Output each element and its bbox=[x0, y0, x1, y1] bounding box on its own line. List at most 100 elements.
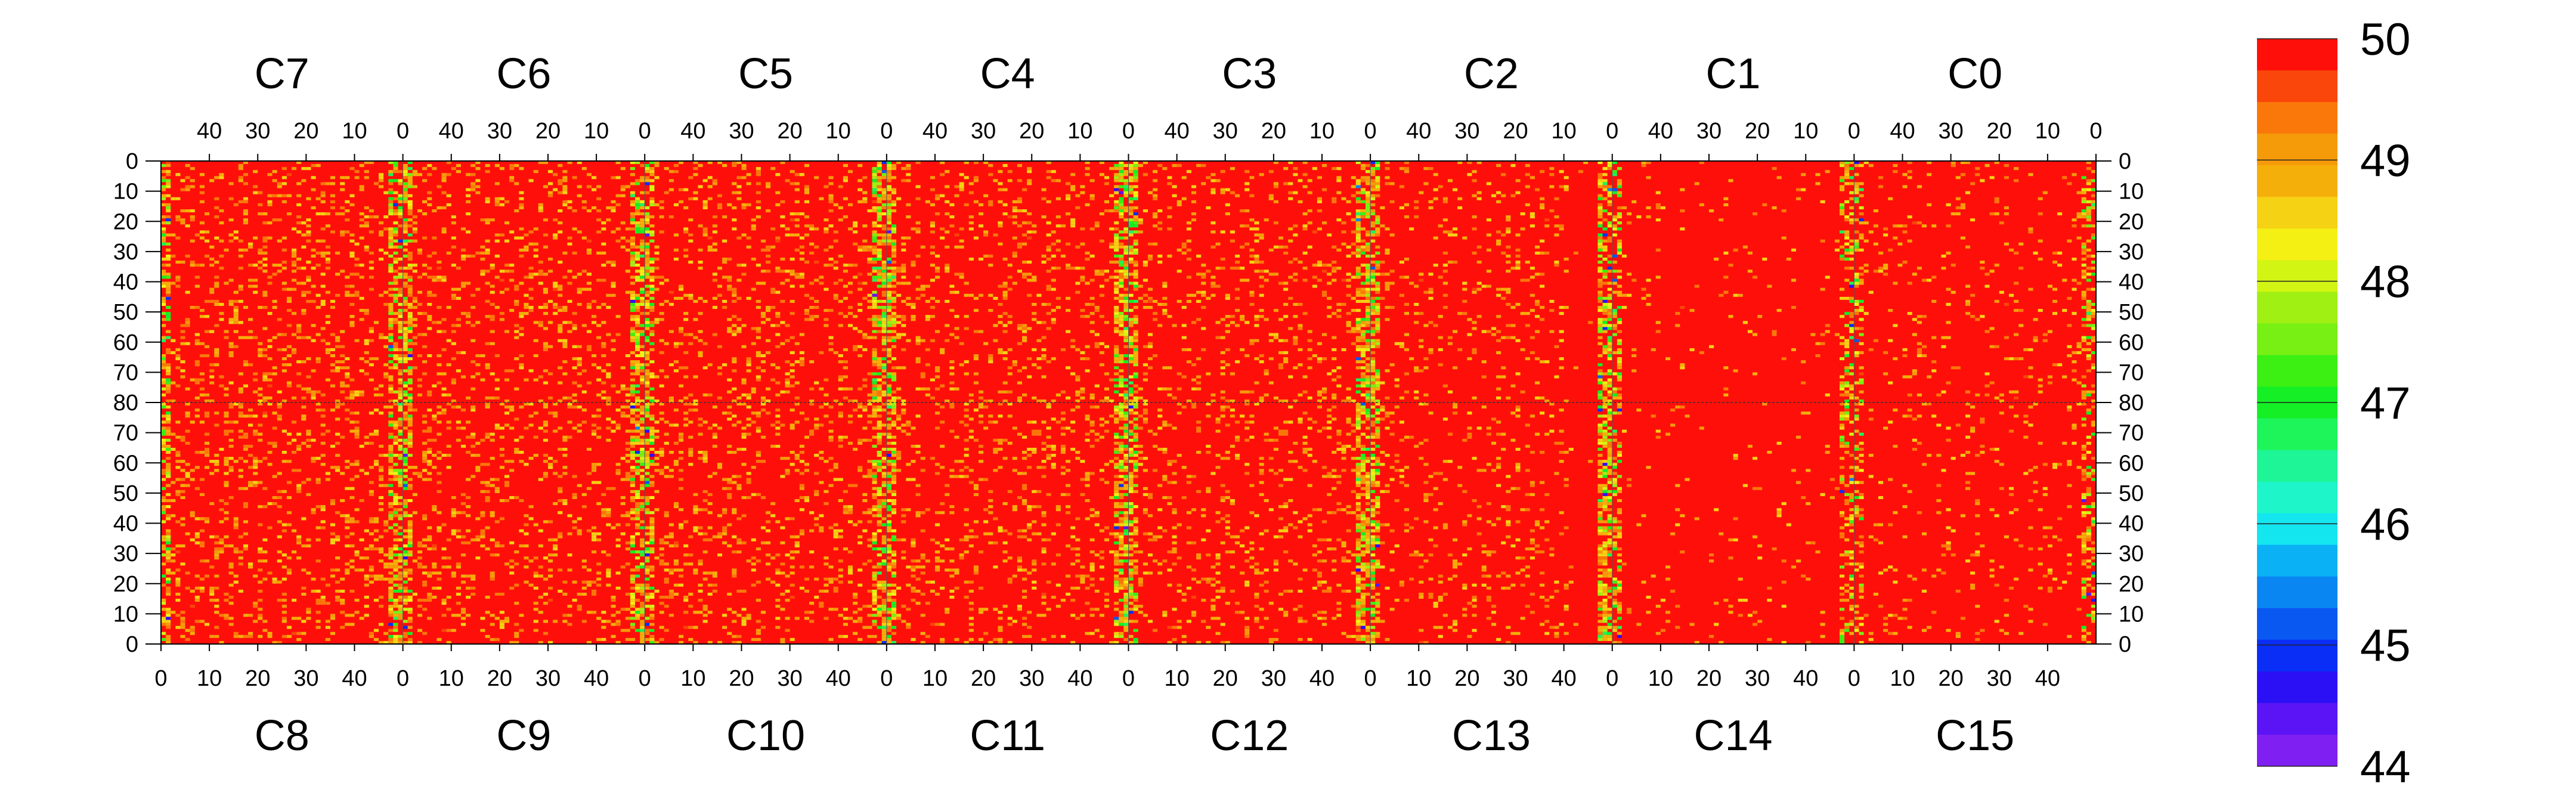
heatmap-cell bbox=[281, 553, 287, 557]
heatmap-cell bbox=[581, 287, 587, 291]
heatmap-cell bbox=[886, 164, 891, 168]
heatmap-cell bbox=[281, 348, 287, 351]
heatmap-cell bbox=[833, 466, 838, 469]
heatmap-cell bbox=[736, 589, 742, 593]
heatmap-cell bbox=[615, 523, 621, 527]
heatmap-cell bbox=[475, 466, 481, 469]
heatmap-cell bbox=[364, 529, 369, 532]
heatmap-cell bbox=[877, 520, 882, 524]
heatmap-cell bbox=[301, 517, 306, 521]
heatmap-cell bbox=[804, 577, 810, 581]
heatmap-cell bbox=[586, 248, 592, 252]
heatmap-cell bbox=[272, 441, 277, 445]
heatmap-cell bbox=[760, 360, 766, 364]
heatmap-cell bbox=[349, 293, 355, 297]
heatmap-cell bbox=[354, 390, 360, 394]
heatmap-cell bbox=[833, 351, 838, 354]
heatmap-cell bbox=[199, 387, 205, 391]
heatmap-cell bbox=[881, 611, 887, 614]
heatmap-cell bbox=[248, 242, 253, 246]
heatmap-cell bbox=[872, 248, 877, 252]
heatmap-cell bbox=[872, 478, 877, 481]
heatmap-cell bbox=[262, 251, 268, 255]
heatmap-cell bbox=[466, 514, 471, 518]
heatmap-cell bbox=[402, 544, 408, 547]
heatmap-cell bbox=[645, 508, 650, 512]
heatmap-cell bbox=[679, 640, 684, 644]
heatmap-cell bbox=[867, 544, 872, 547]
heatmap-cell bbox=[190, 538, 195, 541]
heatmap-cell bbox=[194, 396, 200, 400]
heatmap-cell bbox=[640, 562, 645, 566]
heatmap-cell bbox=[872, 577, 877, 581]
heatmap-cell bbox=[823, 617, 829, 620]
heatmap-cell bbox=[862, 245, 868, 249]
heatmap-cell bbox=[886, 167, 891, 171]
heatmap-cell bbox=[867, 393, 872, 397]
heatmap-cell bbox=[349, 429, 355, 433]
heatmap-cell bbox=[611, 230, 616, 234]
heatmap-cell bbox=[688, 626, 693, 629]
heatmap-cell bbox=[640, 602, 645, 605]
heatmap-cell bbox=[649, 233, 655, 237]
heatmap-cell bbox=[857, 287, 863, 291]
heatmap-cell bbox=[611, 293, 616, 297]
heatmap-cell bbox=[422, 372, 428, 376]
heatmap-cell bbox=[630, 239, 636, 243]
heatmap-cell bbox=[688, 535, 693, 538]
heatmap-cell bbox=[601, 354, 606, 358]
heatmap-cell bbox=[635, 583, 640, 587]
heatmap-cell bbox=[630, 351, 636, 354]
heatmap-cell bbox=[407, 637, 413, 641]
heatmap-cell bbox=[1075, 194, 1080, 197]
heatmap-cell bbox=[417, 302, 423, 306]
heatmap-cell bbox=[712, 242, 717, 246]
heatmap-cell bbox=[775, 626, 781, 629]
heatmap-cell bbox=[630, 481, 636, 484]
heatmap-cell bbox=[872, 475, 877, 478]
heatmap-cell bbox=[668, 596, 674, 599]
heatmap-cell bbox=[470, 360, 476, 364]
heatmap-cell bbox=[161, 496, 166, 499]
heatmap-cell bbox=[354, 475, 360, 478]
heatmap-cell bbox=[398, 179, 403, 182]
heatmap-cell bbox=[209, 363, 215, 367]
heatmap-cell bbox=[789, 299, 795, 303]
heatmap-cell bbox=[615, 544, 621, 547]
heatmap-cell bbox=[166, 608, 171, 611]
heatmap-cell bbox=[412, 306, 417, 309]
heatmap-cell bbox=[335, 469, 340, 472]
heatmap-cell bbox=[698, 248, 703, 252]
heatmap-cell bbox=[388, 293, 394, 297]
heatmap-cell bbox=[253, 278, 258, 282]
heatmap-cell bbox=[161, 405, 166, 409]
heatmap-cell bbox=[402, 267, 408, 270]
heatmap-cell bbox=[194, 333, 200, 336]
heatmap-cell bbox=[296, 637, 302, 641]
heatmap-cell bbox=[402, 620, 408, 623]
heatmap-cell bbox=[558, 327, 563, 330]
heatmap-cell bbox=[190, 478, 195, 481]
heatmap-cell bbox=[732, 568, 737, 572]
heatmap-cell bbox=[581, 580, 587, 584]
heatmap-cell bbox=[809, 602, 815, 605]
heatmap-cell bbox=[804, 463, 810, 466]
heatmap-cell bbox=[1104, 176, 1110, 179]
heatmap-cell bbox=[436, 261, 442, 264]
heatmap-cell bbox=[789, 284, 795, 288]
heatmap-cell bbox=[1017, 164, 1023, 168]
heatmap-cell bbox=[238, 254, 243, 258]
heatmap-cell bbox=[422, 538, 428, 541]
heatmap-cell bbox=[171, 447, 176, 451]
heatmap-cell bbox=[209, 375, 215, 379]
heatmap-cell bbox=[175, 284, 181, 288]
heatmap-cell bbox=[504, 200, 510, 203]
heatmap-cell bbox=[460, 574, 466, 578]
heatmap-cell bbox=[823, 393, 829, 397]
heatmap-cell bbox=[402, 321, 408, 324]
heatmap-cell bbox=[586, 348, 592, 351]
heatmap-cell bbox=[436, 354, 442, 358]
heatmap-cell bbox=[292, 248, 297, 252]
heatmap-cell bbox=[504, 369, 510, 373]
heatmap-cell bbox=[277, 270, 282, 273]
